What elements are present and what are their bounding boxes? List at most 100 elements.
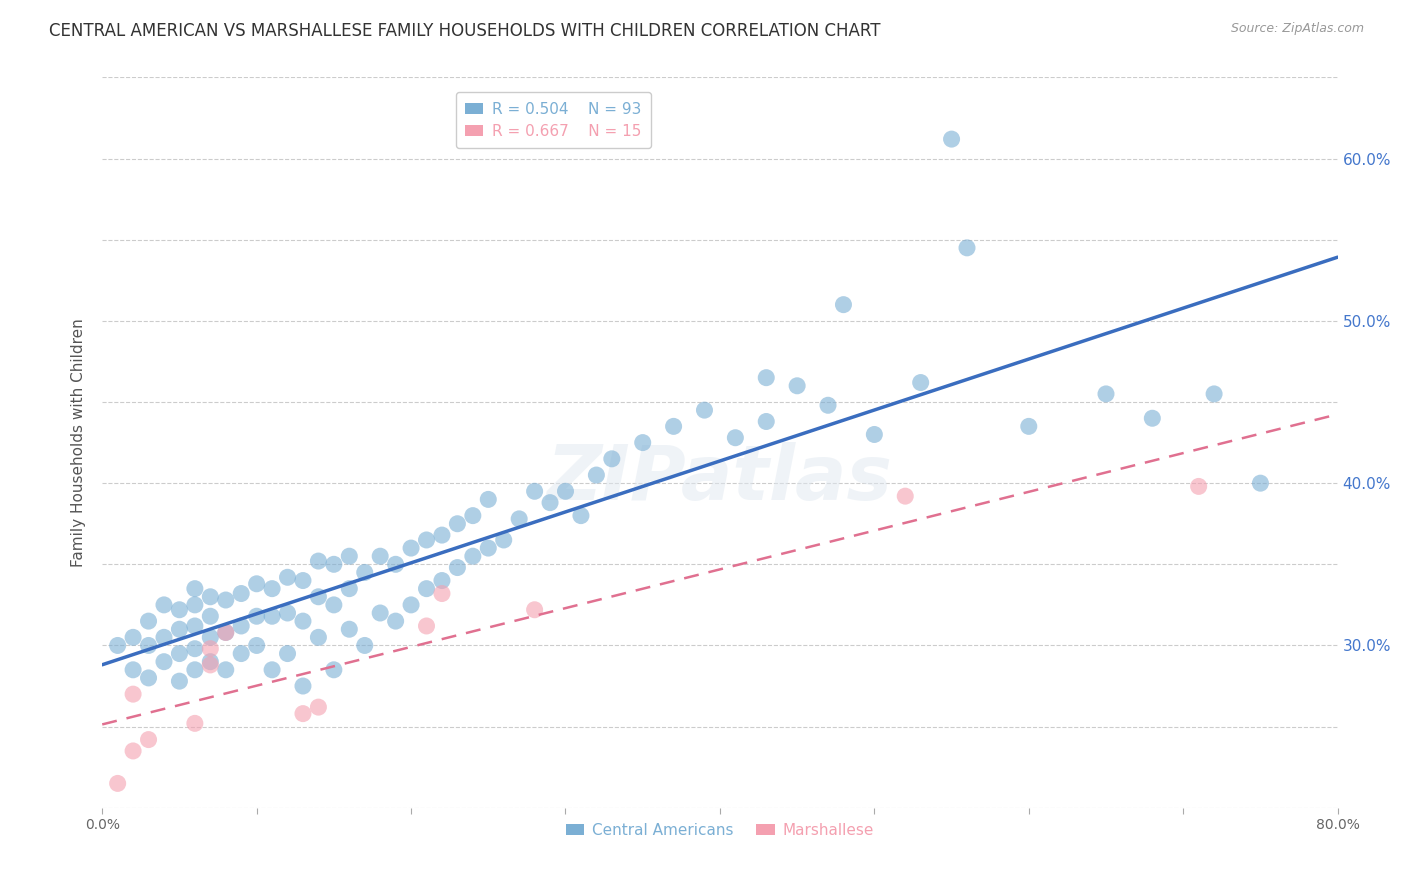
Point [291, 706, 314, 721]
Point [122, 663, 145, 677]
Point [262, 582, 284, 596]
Point [307, 590, 329, 604]
Point [276, 647, 298, 661]
Point [291, 574, 314, 588]
Point [832, 298, 855, 312]
Point [200, 657, 222, 672]
Text: ZIPatlas: ZIPatlas [547, 442, 893, 516]
Text: CENTRAL AMERICAN VS MARSHALLESE FAMILY HOUSEHOLDS WITH CHILDREN CORRELATION CHAR: CENTRAL AMERICAN VS MARSHALLESE FAMILY H… [49, 22, 880, 40]
Point [477, 541, 499, 555]
Point [368, 549, 391, 564]
Point [368, 606, 391, 620]
Point [276, 570, 298, 584]
Point [200, 609, 222, 624]
Point [415, 533, 437, 547]
Point [755, 370, 778, 384]
Point [523, 484, 546, 499]
Text: Source: ZipAtlas.com: Source: ZipAtlas.com [1230, 22, 1364, 36]
Point [1249, 476, 1271, 491]
Point [291, 679, 314, 693]
Point [262, 609, 284, 624]
Point [184, 619, 207, 633]
Point [415, 619, 437, 633]
Point [122, 631, 145, 645]
Point [200, 590, 222, 604]
Point [169, 622, 191, 636]
Point [231, 619, 253, 633]
Point [662, 419, 685, 434]
Point [508, 512, 530, 526]
Y-axis label: Family Households with Children: Family Households with Children [72, 318, 86, 567]
Point [523, 603, 546, 617]
Point [231, 647, 253, 661]
Point [184, 598, 207, 612]
Point [337, 549, 360, 564]
Point [384, 614, 406, 628]
Legend: Central Americans, Marshallese: Central Americans, Marshallese [560, 817, 880, 844]
Point [200, 655, 222, 669]
Point [215, 663, 238, 677]
Point [337, 582, 360, 596]
Point [215, 625, 238, 640]
Point [231, 586, 253, 600]
Point [538, 495, 561, 509]
Point [1095, 387, 1118, 401]
Point [399, 598, 422, 612]
Point [569, 508, 592, 523]
Point [1018, 419, 1040, 434]
Point [430, 574, 453, 588]
Point [477, 492, 499, 507]
Point [276, 606, 298, 620]
Point [153, 655, 176, 669]
Point [1142, 411, 1164, 425]
Point [153, 631, 176, 645]
Point [430, 528, 453, 542]
Point [169, 603, 191, 617]
Point [107, 639, 129, 653]
Point [337, 622, 360, 636]
Point [246, 609, 269, 624]
Point [138, 639, 160, 653]
Point [200, 631, 222, 645]
Point [461, 549, 484, 564]
Point [107, 776, 129, 790]
Point [246, 639, 269, 653]
Point [184, 582, 207, 596]
Point [430, 586, 453, 600]
Point [169, 674, 191, 689]
Point [307, 554, 329, 568]
Point [1188, 479, 1211, 493]
Point [446, 560, 468, 574]
Point [215, 593, 238, 607]
Point [291, 614, 314, 628]
Point [353, 639, 375, 653]
Point [215, 625, 238, 640]
Point [307, 631, 329, 645]
Point [724, 431, 747, 445]
Point [122, 687, 145, 701]
Point [184, 641, 207, 656]
Point [307, 700, 329, 714]
Point [600, 451, 623, 466]
Point [122, 744, 145, 758]
Point [399, 541, 422, 555]
Point [554, 484, 576, 499]
Point [184, 716, 207, 731]
Point [755, 415, 778, 429]
Point [863, 427, 886, 442]
Point [246, 576, 269, 591]
Point [693, 403, 716, 417]
Point [322, 663, 344, 677]
Point [461, 508, 484, 523]
Point [446, 516, 468, 531]
Point [415, 582, 437, 596]
Point [631, 435, 654, 450]
Point [184, 663, 207, 677]
Point [322, 598, 344, 612]
Point [138, 732, 160, 747]
Point [200, 641, 222, 656]
Point [353, 566, 375, 580]
Point [1204, 387, 1226, 401]
Point [956, 241, 979, 255]
Point [817, 398, 839, 412]
